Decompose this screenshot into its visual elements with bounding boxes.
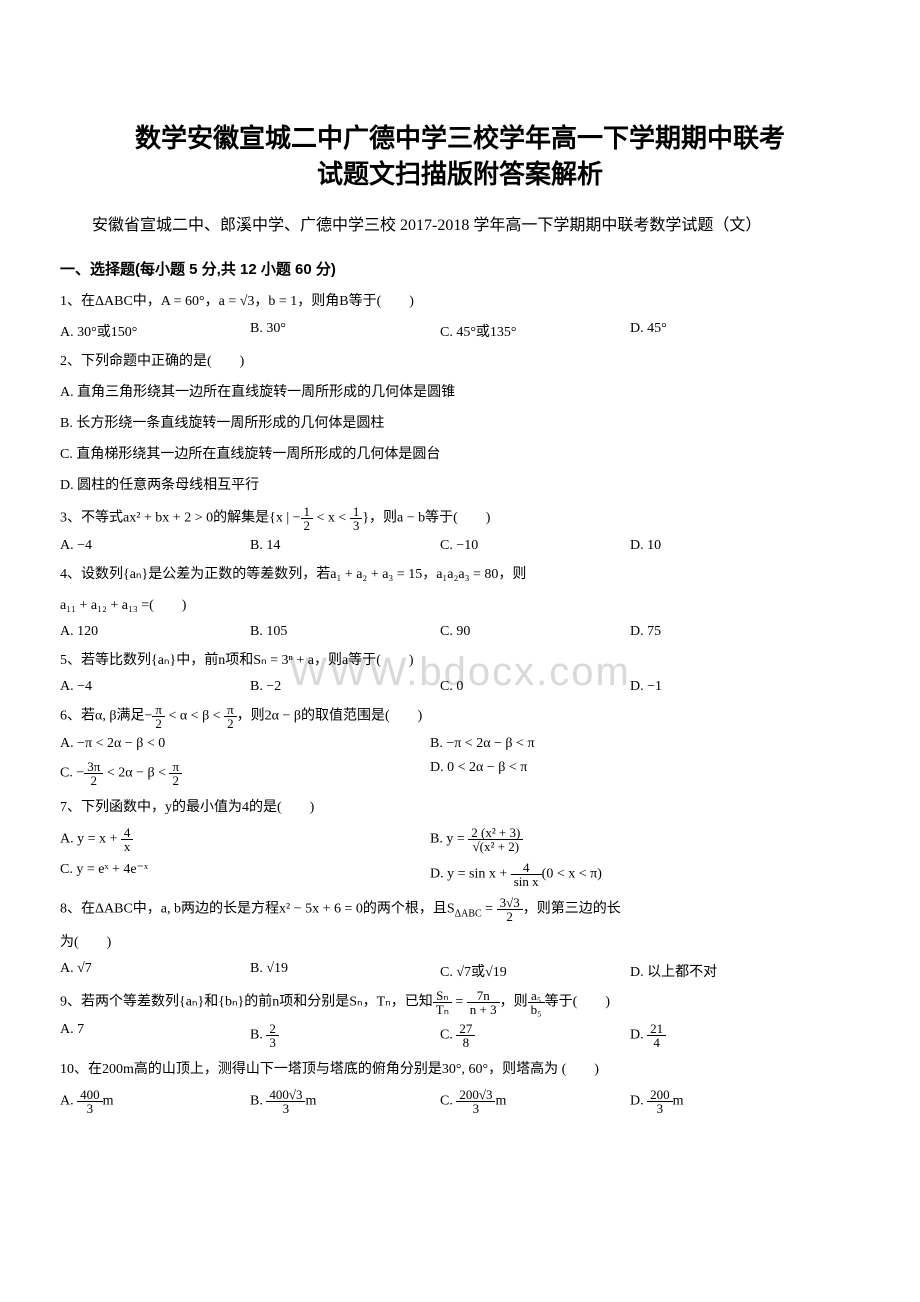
question-3-options: A. −4 B. 14 C. −10 D. 10 [60,538,860,554]
q5-opt-b: B. −2 [250,679,430,695]
q1-opt-c: C. 45°或135° [440,321,620,341]
question-6-options2: C. −3π2 < 2α − β < π2 D. 0 < 2α − β < π [60,760,860,787]
q10-opt-b: B. 400√33m [250,1088,430,1115]
q9-opt-c: C. 278 [440,1022,620,1049]
q10-opt-d: D. 2003m [630,1088,810,1115]
question-6-options: A. −π < 2α − β < 0 B. −π < 2α − β < π [60,736,860,752]
question-9: 9、若两个等差数列{aₙ}和{bₙ}的前n项和分别是Sₙ，Tₙ，已知SₙTₙ =… [60,989,860,1016]
q7-opt-a: A. y = x + 4x [60,826,420,853]
question-4b: a₁₁ + a₁₂ + a₁₃ =( ) [60,593,860,618]
q4-opt-d: D. 75 [630,624,810,640]
q2-opt-c: C. 直角梯形绕其一边所在直线旋转一周所形成的几何体是圆台 [60,442,860,467]
question-10-options: A. 4003m B. 400√33m C. 200√33m D. 2003m [60,1088,860,1115]
q9-opt-b: B. 23 [250,1022,430,1049]
q2-opt-a: A. 直角三角形绕其一边所在直线旋转一周所形成的几何体是圆锥 [60,380,860,405]
q6-opt-a: A. −π < 2α − β < 0 [60,736,420,752]
q3-opt-c: C. −10 [440,538,620,554]
question-1-options: A. 30°或150° B. 30° C. 45°或135° D. 45° [60,321,860,341]
q9-opt-a: A. 7 [60,1022,240,1049]
q6-opt-d: D. 0 < 2α − β < π [430,760,790,787]
question-2: 2、下列命题中正确的是( ) [60,349,860,374]
q1-opt-a: A. 30°或150° [60,321,240,341]
q4-opt-c: C. 90 [440,624,620,640]
q1-opt-d: D. 45° [630,321,810,341]
question-7-options: A. y = x + 4x B. y = 2 (x² + 3)√(x² + 2) [60,826,860,853]
q4-opt-a: A. 120 [60,624,240,640]
q3-opt-b: B. 14 [250,538,430,554]
q3-opt-a: A. −4 [60,538,240,554]
q8-opt-d: D. 以上都不对 [630,961,810,981]
q5-opt-d: D. −1 [630,679,810,695]
q10-opt-c: C. 200√33m [440,1088,620,1115]
q6-opt-b: B. −π < 2α − β < π [430,736,790,752]
question-8-options: A. √7 B. √19 C. √7或√19 D. 以上都不对 [60,961,860,981]
page-title: 数学安徽宣城二中广德中学三校学年高一下学期期中联考 试题文扫描版附答案解析 [60,120,860,193]
question-9-options: A. 7 B. 23 C. 278 D. 214 [60,1022,860,1049]
q10-opt-a: A. 4003m [60,1088,240,1115]
question-7: 7、下列函数中，y的最小值为4的是( ) [60,795,860,820]
subtitle: 安徽省宣城二中、郎溪中学、广德中学三校 2017-2018 学年高一下学期期中联… [60,213,860,239]
question-3: 3、不等式ax² + bx + 2 > 0的解集是{x | −12 < x < … [60,505,860,532]
question-7-options2: C. y = eˣ + 4e⁻ˣ D. y = sin x + 4sin x(0… [60,861,860,888]
q5-opt-c: C. 0 [440,679,620,695]
question-1: 1、在ΔABC中，A = 60°，a = √3，b = 1，则角B等于( ) [60,289,860,314]
question-4-options: A. 120 B. 105 C. 90 D. 75 [60,624,860,640]
q1-opt-b: B. 30° [250,321,430,341]
q7-opt-d: D. y = sin x + 4sin x(0 < x < π) [430,861,790,888]
q9-opt-d: D. 214 [630,1022,810,1049]
q3-opt-d: D. 10 [630,538,810,554]
question-8: 8、在ΔABC中，a, b两边的长是方程x² − 5x + 6 = 0的两个根，… [60,896,860,924]
q8-opt-b: B. √19 [250,961,430,981]
question-8b: 为( ) [60,930,860,955]
q8-opt-c: C. √7或√19 [440,961,620,981]
q2-opt-d: D. 圆柱的任意两条母线相互平行 [60,473,860,498]
section-header: 一、选择题(每小题 5 分,共 12 小题 60 分) [60,258,860,279]
question-4: 4、设数列{aₙ}是公差为正数的等差数列，若a₁ + a₂ + a₃ = 15，… [60,562,860,587]
q4-opt-b: B. 105 [250,624,430,640]
q7-opt-b: B. y = 2 (x² + 3)√(x² + 2) [430,826,790,853]
q5-opt-a: A. −4 [60,679,240,695]
question-10: 10、在200m高的山顶上，测得山下一塔顶与塔底的俯角分别是30°, 60°，则… [60,1057,860,1082]
q6-opt-c: C. −3π2 < 2α − β < π2 [60,760,420,787]
question-6: 6、若α, β满足−π2 < α < β < π2，则2α − β的取值范围是(… [60,703,860,730]
q7-opt-c: C. y = eˣ + 4e⁻ˣ [60,861,420,888]
question-5: 5、若等比数列{aₙ}中，前n项和Sₙ = 3ⁿ + a，则a等于( ) [60,648,860,673]
q8-opt-a: A. √7 [60,961,240,981]
q2-opt-b: B. 长方形绕一条直线旋转一周所形成的几何体是圆柱 [60,411,860,436]
question-5-options: A. −4 B. −2 C. 0 D. −1 [60,679,860,695]
